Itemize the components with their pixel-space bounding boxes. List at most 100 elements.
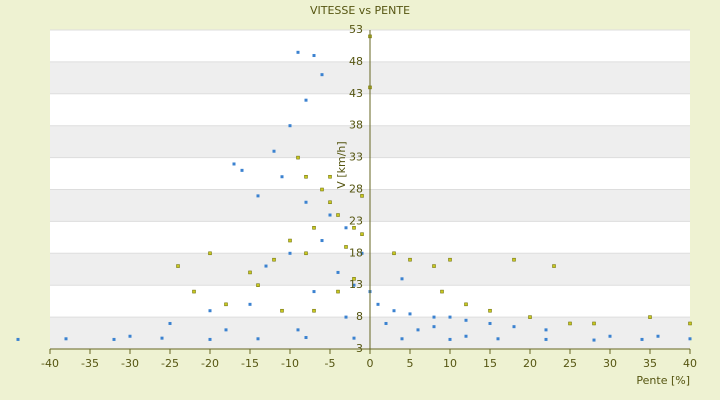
scatter-point bbox=[312, 290, 316, 294]
scatter-point bbox=[464, 302, 468, 307]
x-tick-label: 30 bbox=[603, 357, 617, 370]
y-tick-label: 18 bbox=[349, 246, 363, 259]
scatter-point bbox=[320, 73, 324, 77]
x-tick-label: -10 bbox=[281, 357, 299, 370]
scatter-point bbox=[224, 302, 228, 307]
scatter-point bbox=[552, 264, 556, 268]
scatter-point bbox=[408, 312, 412, 316]
scatter-point bbox=[640, 337, 644, 341]
scatter-point bbox=[416, 328, 420, 332]
scatter-point bbox=[160, 336, 164, 340]
scatter-point bbox=[248, 270, 252, 275]
x-tick-label: 40 bbox=[683, 357, 697, 370]
scatter-point bbox=[320, 187, 324, 192]
scatter-point bbox=[344, 245, 348, 249]
y-tick-label: 53 bbox=[349, 23, 363, 36]
scatter-point bbox=[336, 289, 340, 294]
x-tick-label: 20 bbox=[523, 357, 537, 370]
scatter-point bbox=[400, 277, 404, 281]
scatter-point bbox=[192, 289, 196, 294]
x-tick-label: 25 bbox=[563, 357, 577, 370]
y-tick-label: 48 bbox=[349, 55, 363, 68]
scatter-point bbox=[392, 309, 396, 313]
y-tick-label: 13 bbox=[349, 278, 363, 291]
scatter-point bbox=[272, 257, 276, 262]
scatter-point bbox=[440, 289, 444, 294]
x-tick-label: -25 bbox=[161, 357, 179, 370]
scatter-point bbox=[528, 315, 532, 319]
scatter-point bbox=[240, 168, 244, 172]
scatter-point bbox=[592, 338, 596, 342]
scatter-point bbox=[360, 251, 364, 255]
scatter-point bbox=[280, 175, 284, 179]
scatter-point bbox=[344, 315, 348, 319]
scatter-point bbox=[256, 337, 260, 341]
scatter-point bbox=[544, 337, 548, 341]
scatter-point bbox=[304, 336, 308, 340]
scatter-point bbox=[128, 334, 132, 338]
x-tick-label: 10 bbox=[443, 357, 457, 370]
scatter-point bbox=[488, 321, 492, 325]
x-tick-label: -15 bbox=[241, 357, 259, 370]
scatter-point bbox=[568, 321, 572, 326]
scatter-point bbox=[344, 226, 348, 230]
scatter-point bbox=[272, 149, 276, 153]
scatter-point bbox=[224, 328, 228, 332]
scatter-point bbox=[432, 325, 436, 329]
scatter-point bbox=[464, 318, 468, 322]
scatter-point bbox=[496, 337, 500, 341]
scatter-point bbox=[400, 337, 404, 341]
x-tick-label: 35 bbox=[643, 357, 657, 370]
x-tick-label: -20 bbox=[201, 357, 219, 370]
x-tick-label: 5 bbox=[407, 357, 414, 370]
x-tick-label: -30 bbox=[121, 357, 139, 370]
scatter-point bbox=[232, 162, 236, 166]
scatter-point bbox=[312, 226, 316, 230]
scatter-point bbox=[304, 98, 308, 102]
chart-title: VITESSE vs PENTE bbox=[310, 4, 410, 17]
scatter-point bbox=[168, 321, 172, 325]
scatter-point bbox=[392, 251, 396, 256]
scatter-point bbox=[296, 328, 300, 332]
scatter-point bbox=[280, 308, 284, 313]
scatter-point bbox=[288, 124, 292, 128]
scatter-point bbox=[360, 194, 364, 198]
scatter-point bbox=[16, 337, 20, 341]
scatter-point bbox=[296, 50, 300, 54]
scatter-point bbox=[648, 315, 652, 319]
scatter-point bbox=[288, 238, 292, 243]
scatter-point bbox=[656, 334, 660, 338]
scatter-point bbox=[432, 264, 436, 268]
scatter-point bbox=[176, 264, 180, 268]
scatter-point bbox=[360, 232, 364, 236]
scatter-point bbox=[256, 283, 260, 287]
scatter-point bbox=[320, 239, 324, 243]
scatter-point bbox=[312, 308, 316, 313]
scatter-point bbox=[448, 257, 452, 262]
y-tick-label: 23 bbox=[349, 214, 363, 227]
scatter-point bbox=[592, 321, 596, 326]
x-tick-label: -35 bbox=[81, 357, 99, 370]
scatter-point bbox=[448, 337, 452, 341]
scatter-point bbox=[328, 213, 332, 217]
scatter-point bbox=[112, 337, 116, 341]
scatter-point bbox=[328, 174, 332, 179]
scatter-point bbox=[352, 277, 356, 281]
scatter-point bbox=[512, 257, 516, 262]
y-tick-label: 8 bbox=[356, 310, 363, 323]
scatter-point bbox=[304, 174, 308, 179]
x-tick-label: 0 bbox=[367, 357, 374, 370]
scatter-point bbox=[288, 251, 292, 255]
x-tick-label: -5 bbox=[325, 357, 336, 370]
scatter-point bbox=[336, 270, 340, 274]
scatter-point bbox=[248, 302, 252, 306]
scatter-point bbox=[336, 213, 340, 217]
scatter-point bbox=[352, 283, 356, 287]
scatter-point bbox=[304, 200, 308, 204]
y-tick-label: 33 bbox=[349, 151, 363, 164]
y-tick-label: 28 bbox=[349, 183, 363, 196]
scatter-point bbox=[264, 264, 268, 268]
scatter-point bbox=[208, 337, 212, 341]
scatter-point bbox=[304, 251, 308, 256]
